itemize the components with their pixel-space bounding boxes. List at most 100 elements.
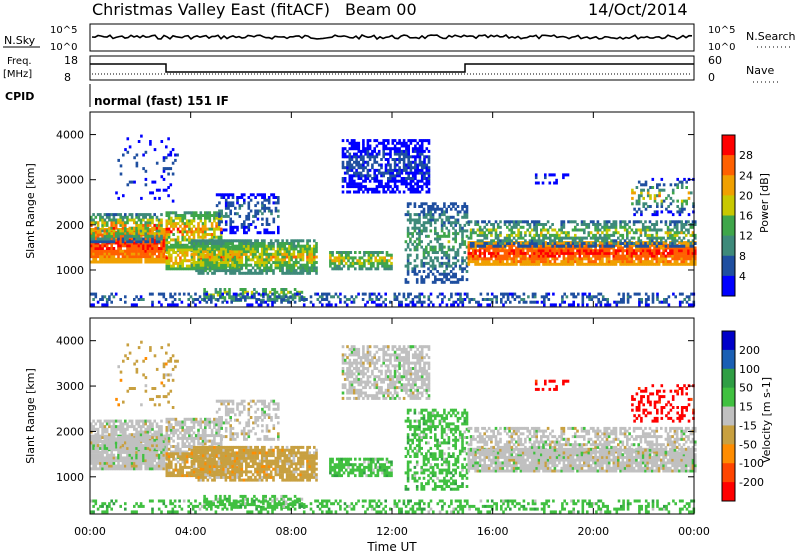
- power-cell: [468, 223, 471, 226]
- power-cell: [436, 270, 439, 273]
- power-cell: [416, 273, 419, 276]
- power-cell: [277, 201, 280, 204]
- power-cell: [142, 238, 145, 241]
- power-cell: [170, 154, 173, 157]
- power-cell: [142, 244, 145, 247]
- power-cell: [270, 266, 273, 269]
- power-cell: [209, 242, 212, 245]
- power-cell: [238, 253, 241, 256]
- power-cell: [284, 258, 287, 261]
- power-cell: [375, 298, 378, 301]
- power-cell: [213, 250, 216, 253]
- power-cell: [649, 194, 652, 197]
- power-cell: [418, 301, 421, 304]
- power-cell: [122, 216, 125, 219]
- power-cell: [660, 229, 663, 232]
- power-cell: [520, 237, 523, 240]
- power-cell: [509, 293, 512, 296]
- power-cell: [430, 265, 433, 268]
- power-cell: [457, 298, 460, 301]
- power-cell: [410, 191, 413, 194]
- power-cell: [661, 178, 664, 181]
- power-cell: [369, 158, 372, 161]
- power-cell: [263, 204, 266, 207]
- power-cell: [244, 291, 247, 294]
- power-cell: [184, 217, 187, 220]
- power-cell: [588, 231, 591, 234]
- power-cell: [504, 255, 507, 258]
- power-cell: [293, 242, 296, 245]
- power-cell: [353, 172, 356, 175]
- power-cell: [354, 256, 357, 259]
- power-cell: [560, 239, 563, 242]
- power-cell: [409, 216, 412, 219]
- power-cell: [248, 229, 251, 232]
- power-cell: [204, 236, 207, 239]
- power-cell: [188, 225, 191, 228]
- power-cell: [226, 293, 229, 296]
- power-cell: [390, 267, 393, 270]
- power-cell: [225, 223, 228, 226]
- power-cell: [418, 295, 421, 298]
- power-cell: [101, 227, 104, 230]
- power-cell: [279, 264, 282, 267]
- power-cell: [184, 222, 187, 225]
- power-cell: [492, 245, 495, 248]
- power-cell: [266, 229, 269, 232]
- power-cell: [608, 245, 611, 248]
- power-cell: [113, 250, 116, 253]
- power-cell: [168, 214, 171, 217]
- power-cell: [472, 231, 475, 234]
- power-cell: [474, 257, 477, 260]
- power-cell: [364, 166, 367, 169]
- power-cell: [133, 227, 136, 230]
- power-cell: [665, 197, 668, 200]
- power-cell: [101, 295, 104, 298]
- power-cell: [515, 226, 518, 229]
- power-cell: [665, 257, 668, 260]
- power-cell: [359, 259, 362, 262]
- power-cell: [259, 272, 262, 275]
- power-cell: [430, 240, 433, 243]
- power-cell: [186, 233, 189, 236]
- power-cell: [279, 250, 282, 253]
- power-cell: [410, 169, 413, 172]
- power-cell: [597, 252, 600, 255]
- power-cell: [504, 237, 507, 240]
- power-cell: [656, 205, 659, 208]
- power-cell: [513, 257, 516, 260]
- power-cell: [670, 210, 673, 213]
- power-cell: [556, 252, 559, 255]
- power-cell: [672, 213, 675, 216]
- power-cell: [234, 231, 237, 234]
- power-cell: [252, 272, 255, 275]
- power-cell: [376, 180, 379, 183]
- power-cell: [202, 236, 205, 239]
- power-cell: [108, 232, 111, 235]
- power-cell: [197, 230, 200, 233]
- power-cell: [403, 150, 406, 153]
- power-cell: [172, 222, 175, 225]
- power-cell: [647, 189, 650, 192]
- power-cell: [142, 229, 145, 232]
- power-cell: [572, 255, 575, 258]
- power-cell: [158, 301, 161, 304]
- power-cell: [295, 264, 298, 267]
- power-cell: [472, 245, 475, 248]
- power-cell: [667, 210, 670, 213]
- power-cell: [160, 258, 163, 261]
- power-cell: [443, 254, 446, 257]
- power-cell: [211, 236, 214, 239]
- power-cell: [409, 238, 412, 241]
- power-cell: [220, 231, 223, 234]
- power-cell: [464, 243, 467, 246]
- power-cell: [545, 237, 548, 240]
- power-cell: [492, 226, 495, 229]
- power-cell: [218, 223, 221, 226]
- power-cell: [488, 249, 491, 252]
- power-cell: [368, 259, 371, 262]
- power-cell: [418, 227, 421, 230]
- power-cell: [517, 249, 520, 252]
- power-cell: [200, 272, 203, 275]
- power-cell: [454, 275, 457, 278]
